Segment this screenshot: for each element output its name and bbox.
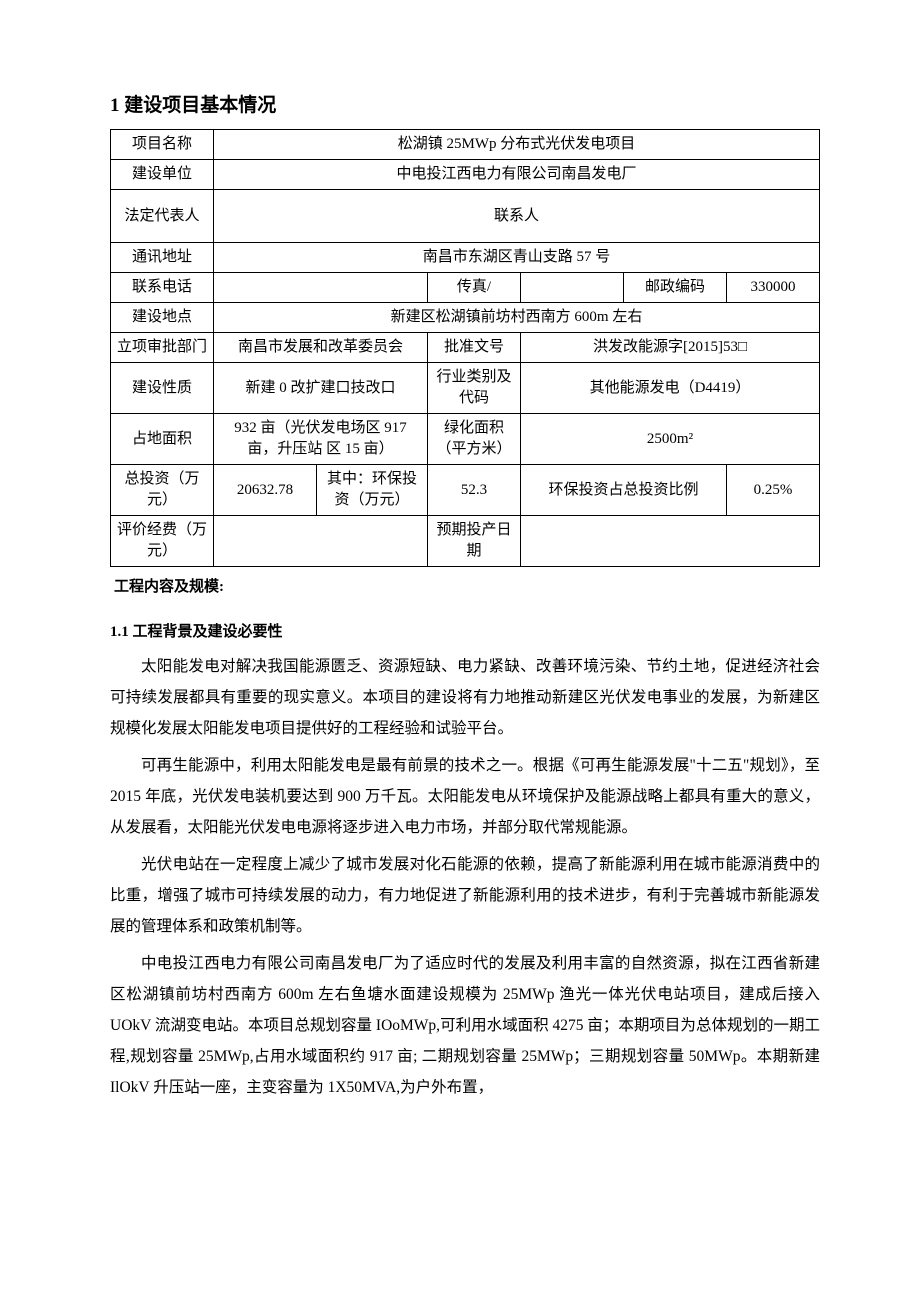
table-row: 建设单位 中电投江西电力有限公司南昌发电厂 (111, 160, 820, 190)
cell-value: 新建 0 改扩建口技改口 (214, 363, 428, 414)
cell-label: 行业类别及代码 (428, 363, 521, 414)
cell-label: 绿化面积（平方米） (428, 414, 521, 465)
document-page: 1 建设项目基本情况 项目名称 松湖镇 25MWp 分布式光伏发电项目 建设单位… (0, 0, 920, 1169)
cell-label: 占地面积 (111, 414, 214, 465)
cell-value: 松湖镇 25MWp 分布式光伏发电项目 (214, 130, 820, 160)
section-heading: 1.1 工程背景及建设必要性 (110, 620, 820, 641)
cell-value (214, 273, 428, 303)
paragraph: 光伏电站在一定程度上减少了城市发展对化石能源的依赖，提高了新能源利用在城市能源消… (110, 849, 820, 942)
page-title: 1 建设项目基本情况 (110, 90, 820, 117)
cell-value: 中电投江西电力有限公司南昌发电厂 (214, 160, 820, 190)
table-row: 联系电话 传真/ 邮政编码 330000 (111, 273, 820, 303)
cell-value (521, 516, 820, 567)
table-row: 总投资（万元） 20632.78 其中：环保投资（万元） 52.3 环保投资占总… (111, 465, 820, 516)
cell-value: 南昌市东湖区青山支路 57 号 (214, 243, 820, 273)
cell-value: 洪发改能源字[2015]53□ (521, 333, 820, 363)
table-row: 建设地点 新建区松湖镇前坊村西南方 600m 左右 (111, 303, 820, 333)
cell-label: 批准文号 (428, 333, 521, 363)
table-row: 评价经费（万元） 预期投产日期 (111, 516, 820, 567)
cell-value: 52.3 (428, 465, 521, 516)
cell-label: 建设地点 (111, 303, 214, 333)
cell-label: 预期投产日期 (428, 516, 521, 567)
paragraph: 中电投江西电力有限公司南昌发电厂为了适应时代的发展及利用丰富的自然资源，拟在江西… (110, 948, 820, 1103)
cell-label: 其中：环保投资（万元） (317, 465, 428, 516)
cell-value: 0.25% (727, 465, 820, 516)
cell-label: 总投资（万元） (111, 465, 214, 516)
cell-value: 20632.78 (214, 465, 317, 516)
cell-label: 联系电话 (111, 273, 214, 303)
cell-label: 环保投资占总投资比例 (521, 465, 727, 516)
cell-value: 2500m² (521, 414, 820, 465)
table-row: 法定代表人 联系人 (111, 190, 820, 243)
subheading: 工程内容及规模: (114, 575, 820, 596)
cell-label: 传真/ (428, 273, 521, 303)
cell-value: 其他能源发电（D4419） (521, 363, 820, 414)
cell-label: 建设性质 (111, 363, 214, 414)
cell-value (521, 273, 624, 303)
cell-value: 新建区松湖镇前坊村西南方 600m 左右 (214, 303, 820, 333)
cell-label: 法定代表人 (111, 190, 214, 243)
project-info-table: 项目名称 松湖镇 25MWp 分布式光伏发电项目 建设单位 中电投江西电力有限公… (110, 129, 820, 567)
cell-value: 联系人 (214, 190, 820, 243)
table-row: 立项审批部门 南昌市发展和改革委员会 批准文号 洪发改能源字[2015]53□ (111, 333, 820, 363)
cell-value: 南昌市发展和改革委员会 (214, 333, 428, 363)
table-row: 占地面积 932 亩（光伏发电场区 917 亩，升压站 区 15 亩） 绿化面积… (111, 414, 820, 465)
cell-label: 邮政编码 (624, 273, 727, 303)
cell-value: 932 亩（光伏发电场区 917 亩，升压站 区 15 亩） (214, 414, 428, 465)
cell-label: 项目名称 (111, 130, 214, 160)
cell-label: 通讯地址 (111, 243, 214, 273)
paragraph: 太阳能发电对解决我国能源匮乏、资源短缺、电力紧缺、改善环境污染、节约土地，促进经… (110, 651, 820, 744)
table-row: 建设性质 新建 0 改扩建口技改口 行业类别及代码 其他能源发电（D4419） (111, 363, 820, 414)
cell-value: 330000 (727, 273, 820, 303)
cell-value (214, 516, 428, 567)
table-row: 项目名称 松湖镇 25MWp 分布式光伏发电项目 (111, 130, 820, 160)
paragraph: 可再生能源中，利用太阳能发电是最有前景的技术之一。根据《可再生能源发展"十二五"… (110, 750, 820, 843)
cell-label: 建设单位 (111, 160, 214, 190)
cell-label: 评价经费（万元） (111, 516, 214, 567)
cell-label: 立项审批部门 (111, 333, 214, 363)
table-row: 通讯地址 南昌市东湖区青山支路 57 号 (111, 243, 820, 273)
